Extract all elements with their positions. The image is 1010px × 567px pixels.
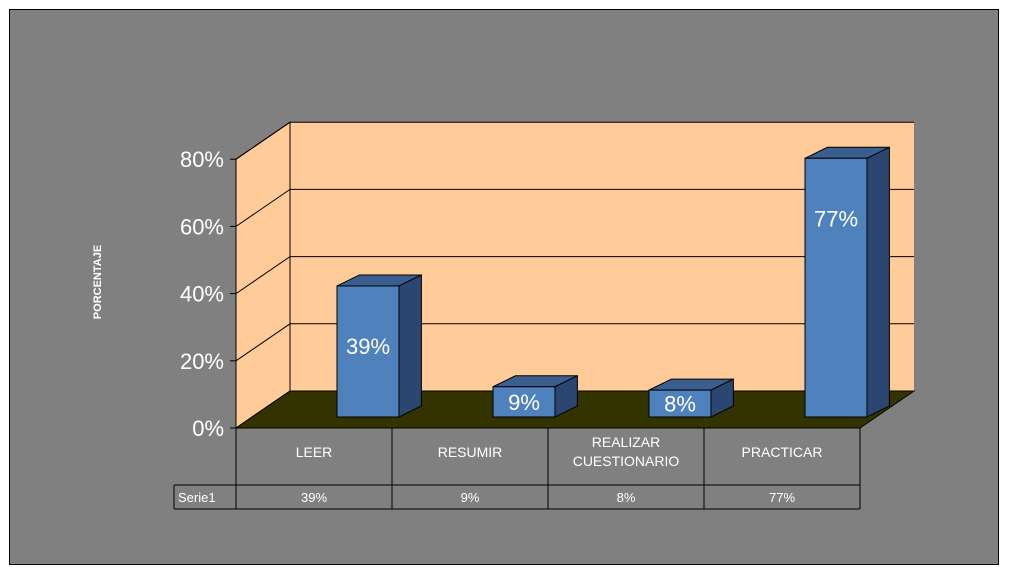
category-label: RESUMIR: [438, 444, 503, 460]
gridline-side: [235, 323, 291, 362]
data-label: 8%: [664, 392, 696, 417]
y-tick-label: 20%: [180, 349, 224, 374]
y-tick-label: 60%: [180, 214, 224, 239]
y-axis-title: PORCENTAJE: [92, 245, 104, 319]
bar: [492, 386, 556, 418]
data-label: 9%: [508, 390, 540, 415]
bar: [336, 285, 400, 418]
bar: [648, 389, 712, 418]
y-tick-label: 0%: [192, 416, 224, 441]
table-value: 8%: [617, 490, 636, 505]
gridline-side: [235, 188, 291, 227]
table-value: 77%: [769, 490, 795, 505]
bar-side: [398, 274, 422, 418]
series-legend-label: Serie1: [178, 490, 216, 505]
table-value: 39%: [301, 490, 327, 505]
category-label: PRACTICAR: [742, 444, 823, 460]
data-label: 77%: [814, 206, 858, 231]
gridline-side: [235, 121, 291, 160]
data-label: 39%: [346, 334, 390, 359]
bar: [804, 157, 868, 418]
bar-side: [866, 146, 890, 418]
y-tick-label: 80%: [180, 147, 224, 172]
category-label: LEER: [296, 444, 333, 460]
category-label: REALIZAR: [592, 434, 660, 450]
y-tick-label: 40%: [180, 282, 224, 307]
gridline-side: [235, 256, 291, 295]
table-value: 9%: [461, 490, 480, 505]
category-label: CUESTIONARIO: [573, 453, 680, 469]
